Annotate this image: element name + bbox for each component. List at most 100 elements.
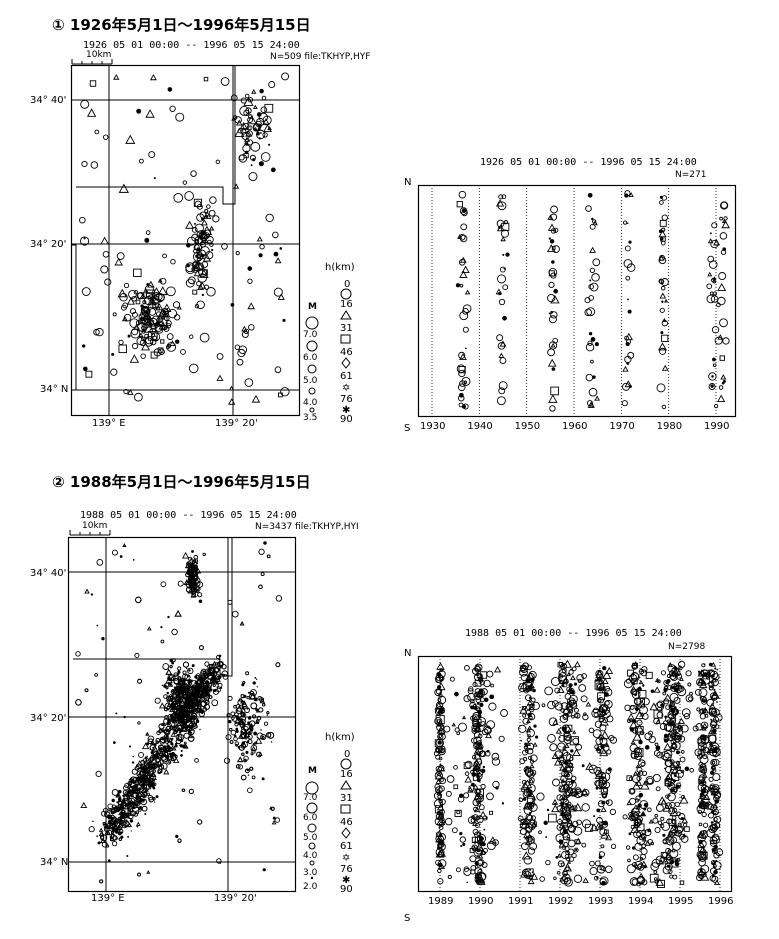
event-dot <box>149 765 153 769</box>
event-circle <box>519 758 526 765</box>
event-dot <box>440 707 445 712</box>
event-dot <box>123 715 126 719</box>
event-dot <box>96 624 99 627</box>
event-dot <box>594 342 599 347</box>
event-triangle <box>519 681 529 690</box>
event-dot <box>256 678 258 680</box>
event-circle <box>260 734 267 741</box>
event-circle <box>474 742 480 748</box>
event-triangle <box>133 323 140 330</box>
event-dot <box>495 786 499 790</box>
event-circle <box>710 239 719 249</box>
event-triangle <box>239 621 245 626</box>
event-circle <box>457 383 466 392</box>
event-circle <box>240 731 247 739</box>
event-circle <box>562 752 572 761</box>
event-circle <box>689 767 694 773</box>
event-circle <box>518 683 528 693</box>
event-circle <box>222 674 229 680</box>
event-dot <box>712 728 717 733</box>
event-circle <box>565 790 573 797</box>
event-triangle <box>200 219 208 226</box>
event-circle <box>173 672 179 677</box>
event-circle <box>168 674 176 682</box>
event-dot <box>535 735 539 739</box>
event-square <box>160 339 165 344</box>
event-circle <box>238 154 245 161</box>
event-dot <box>638 735 641 737</box>
event-dot <box>595 786 599 790</box>
event-square <box>661 334 669 342</box>
event-triangle <box>530 821 538 827</box>
event-circle <box>576 819 582 826</box>
event-circle <box>204 674 209 679</box>
event-dot <box>216 680 219 683</box>
event-circle <box>629 797 637 805</box>
event-triangle <box>555 727 562 734</box>
event-circle <box>640 847 648 855</box>
event-circle <box>156 306 161 311</box>
event-triangle <box>485 732 492 739</box>
event-dot <box>660 703 664 707</box>
event-circle <box>585 205 592 212</box>
event-dot <box>180 754 183 757</box>
event-circle <box>702 822 709 828</box>
event-circle <box>463 695 471 703</box>
event-circle <box>659 823 665 829</box>
event-triangle <box>566 672 571 677</box>
event-circle <box>177 838 182 843</box>
event-dot <box>233 734 237 738</box>
event-circle <box>131 295 137 302</box>
event-circle <box>480 688 488 696</box>
event-circle <box>110 810 115 815</box>
event-circle <box>476 831 482 837</box>
event-triangle <box>572 748 581 757</box>
event-circle <box>577 678 582 683</box>
event-circle <box>503 220 508 225</box>
event-dot <box>122 794 125 797</box>
event-triangle <box>546 244 556 252</box>
event-circle <box>131 342 139 350</box>
event-dot <box>476 702 480 705</box>
event-dot <box>152 786 156 790</box>
event-triangle <box>115 792 122 798</box>
event-circle <box>81 287 91 296</box>
event-circle <box>190 712 198 720</box>
event-circle <box>655 804 664 812</box>
legend1-mag: 5.0 <box>303 376 318 386</box>
event-square <box>157 347 164 354</box>
event-dot <box>190 557 193 561</box>
event-circle <box>472 681 478 688</box>
event-circle <box>637 863 643 869</box>
event-triangle <box>551 752 560 759</box>
event-dot <box>144 812 147 816</box>
event-circle <box>182 687 189 693</box>
event-triangle <box>661 364 669 371</box>
event-circle <box>574 712 581 719</box>
event-triangle <box>594 822 603 830</box>
event-triangle <box>679 795 689 804</box>
event-triangle <box>142 287 149 294</box>
event-circle <box>237 764 244 770</box>
event-circle <box>141 315 151 326</box>
event-circle <box>624 704 631 712</box>
event-square <box>135 299 141 305</box>
event-circle <box>464 771 470 776</box>
event-dot <box>716 668 719 671</box>
event-circle <box>601 793 608 799</box>
event-circle <box>698 822 703 827</box>
event-dot <box>714 747 718 751</box>
map1-plot <box>70 64 301 417</box>
event-triangle <box>172 703 177 708</box>
year-tick-label: 1990 <box>468 896 494 907</box>
event-dot <box>216 686 219 688</box>
event-dot <box>273 251 279 257</box>
event-circle <box>256 751 262 758</box>
event-circle <box>660 670 667 676</box>
event-circle <box>529 715 533 720</box>
event-circle <box>187 706 194 712</box>
event-circle <box>574 791 579 795</box>
event-triangle <box>477 853 484 859</box>
svg-text:0: 0 <box>344 749 350 760</box>
event-circle <box>711 765 716 770</box>
